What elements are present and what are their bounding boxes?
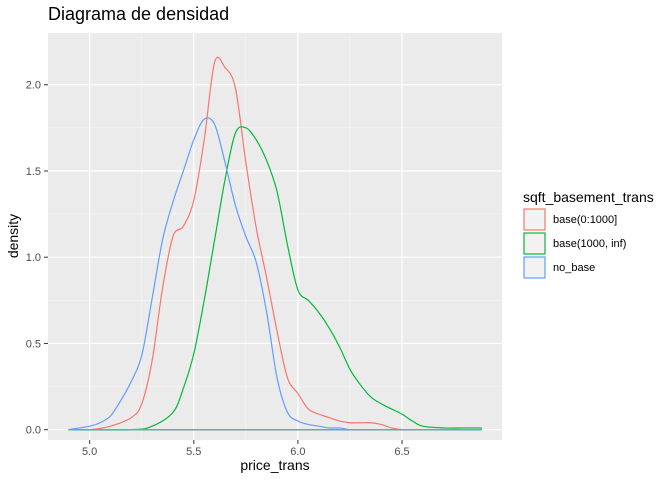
density-series-base-0-1000- (68, 56, 482, 431)
x-tick-label: 6.5 (394, 446, 409, 458)
y-tick-label: 2.0 (26, 80, 41, 92)
y-tick-label: 1.0 (26, 252, 41, 264)
legend-label: base(0:1000] (553, 214, 617, 226)
plot-panel (48, 33, 502, 440)
density-curve (68, 56, 482, 431)
legend-item: no_base (523, 256, 595, 279)
x-axis-ticks: 5.0 5.5 6.0 6.5 (82, 440, 410, 458)
density-series-base-1000-inf- (68, 126, 482, 431)
density-curve (68, 117, 482, 431)
legend-title: sqft_basement_trans (523, 189, 654, 205)
legend-key (523, 256, 546, 279)
chart-title: Diagrama de densidad (48, 4, 229, 24)
legend-item: base(1000, inf) (523, 232, 626, 255)
x-tick-label: 5.0 (82, 446, 97, 458)
y-tick-label: 1.5 (26, 166, 41, 178)
series-layer (68, 56, 482, 431)
y-axis-ticks: 0.0 0.5 1.0 1.5 2.0 (26, 80, 48, 437)
legend: base(0:1000] base(1000, inf) no_base (523, 208, 626, 279)
x-axis-title: price_trans (240, 457, 309, 473)
legend-label: base(1000, inf) (553, 238, 626, 250)
x-tick-label: 6.0 (290, 446, 305, 458)
y-tick-label: 0.0 (26, 425, 41, 437)
legend-key (523, 232, 546, 255)
legend-item: base(0:1000] (523, 208, 617, 231)
density-series-no-base (68, 117, 482, 431)
y-axis-title: density (5, 214, 21, 258)
legend-key (523, 208, 546, 231)
density-curve (68, 126, 482, 431)
x-tick-label: 5.5 (186, 446, 201, 458)
y-tick-label: 0.5 (26, 338, 41, 350)
legend-label: no_base (553, 262, 595, 274)
